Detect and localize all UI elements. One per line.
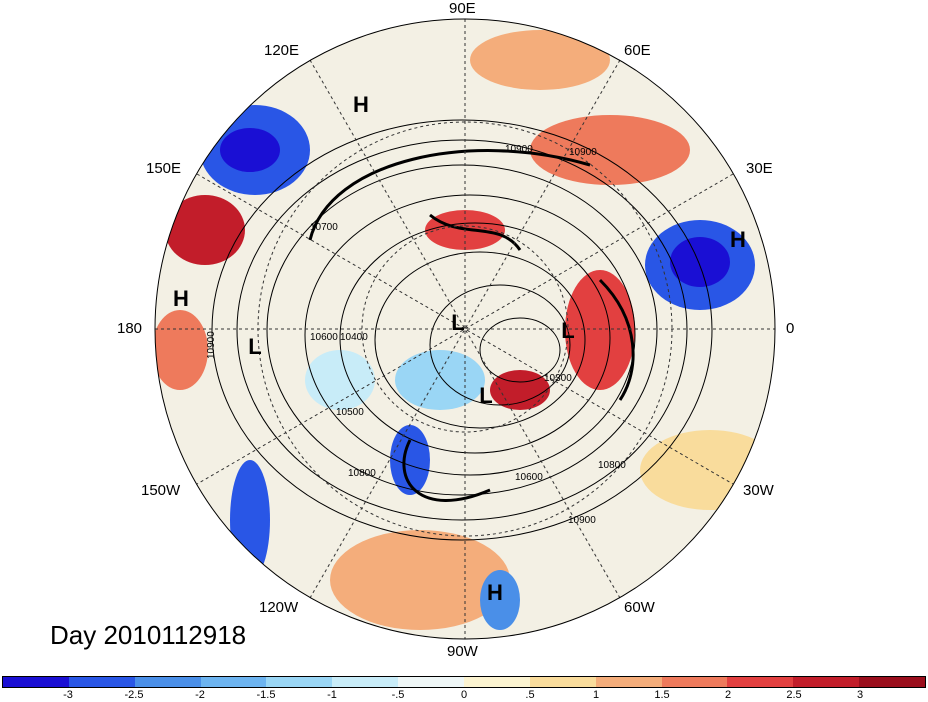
colorbar-segment — [68, 677, 135, 687]
high-pressure-marker: H — [730, 227, 746, 252]
colorbar-tick-label: .5 — [525, 689, 535, 701]
colorbar-segment — [200, 677, 267, 687]
contour-label: 10600 — [515, 472, 543, 483]
colorbar-tick-label: -2 — [195, 689, 205, 701]
contour-label: 10500 — [336, 407, 364, 418]
colorbar-segment — [595, 677, 662, 687]
lon-label: 30E — [746, 160, 773, 177]
jet-streaks — [308, 149, 635, 502]
anomaly-blob — [220, 128, 280, 172]
contour-label: 10300 — [544, 373, 572, 384]
lon-label: 150E — [146, 160, 182, 177]
contour-label: 10900 — [568, 515, 596, 526]
anomaly-blob — [565, 270, 635, 390]
polar-map: 10900 10900 10900 10900 10800 10800 1070… — [154, 18, 776, 640]
colorbar-segment — [727, 677, 794, 687]
colorbar-tick-label: -.5 — [391, 689, 405, 701]
anomaly-field — [155, 19, 775, 639]
lon-label: 0 — [786, 320, 795, 337]
colorbar-segment — [134, 677, 201, 687]
map-boundary — [154, 18, 776, 640]
contour-label: 10900 — [206, 331, 217, 359]
colorbar-tick-label: -1 — [327, 689, 337, 701]
contour-labels: 10900 10900 10900 10900 10800 10800 1070… — [206, 144, 626, 526]
graticule — [155, 19, 775, 639]
lon-label: 90W — [447, 643, 478, 660]
lon-label: 180 — [117, 320, 143, 337]
colorbar-segment — [332, 677, 399, 687]
anomaly-blob — [230, 460, 270, 580]
contour-label: 10900 — [505, 144, 533, 155]
lon-label: 60E — [624, 42, 651, 59]
colorbar-segment — [859, 677, 926, 687]
colorbar-tick-label: -3 — [63, 689, 73, 701]
colorbar-segment — [661, 677, 728, 687]
anomaly-blob — [480, 570, 520, 630]
pressure-centers: H H H H L L L L — [173, 92, 746, 605]
anomaly-blob — [670, 237, 730, 287]
lon-label: 60W — [624, 599, 655, 616]
colorbar-segment — [529, 677, 596, 687]
colorbar-tick-label: -2.5 — [124, 689, 144, 701]
lon-label: 150W — [141, 482, 181, 499]
colorbar-tick-label: 1.5 — [654, 689, 670, 701]
contour-label: 10700 — [310, 222, 338, 233]
anomaly-blob — [530, 115, 690, 185]
contour-label: 10800 — [598, 460, 626, 471]
high-pressure-marker: H — [487, 580, 503, 605]
contour-label: 10400 — [340, 332, 368, 343]
anomaly-blob — [155, 310, 208, 390]
lon-label: 120W — [259, 599, 299, 616]
colorbar-segment — [464, 677, 530, 687]
colorbar-tick-label: -1.5 — [256, 689, 276, 701]
colorbar-segment — [793, 677, 860, 687]
colorbar-tick-label: 2.5 — [786, 689, 802, 701]
low-pressure-marker: L — [451, 310, 464, 335]
lon-label: 30W — [743, 482, 774, 499]
colorbar-segment — [3, 677, 69, 687]
colorbar-tick-label: 3 — [856, 689, 864, 701]
colorbar-tick-label: 1 — [592, 689, 600, 701]
contour-label: 10800 — [348, 468, 376, 479]
anomaly-blob — [490, 370, 550, 410]
low-pressure-marker: L — [248, 334, 261, 359]
high-pressure-marker: H — [173, 286, 189, 311]
contour-label: 10900 — [569, 147, 597, 158]
low-pressure-marker: L — [479, 383, 492, 408]
colorbar-segment — [398, 677, 465, 687]
high-pressure-marker: H — [353, 92, 369, 117]
height-contours — [211, 119, 713, 541]
day-label: Day 2010112918 — [50, 620, 247, 650]
lon-label: 120E — [264, 42, 300, 59]
anomaly-blob — [395, 350, 485, 410]
anomaly-blob — [305, 350, 375, 410]
low-pressure-marker: L — [561, 318, 574, 343]
anomaly-blob — [470, 30, 610, 90]
colorbar-segment — [266, 677, 333, 687]
anomaly-blob — [165, 195, 245, 265]
colorbar-tick-label: 0 — [460, 689, 468, 701]
colorbar-tick-label: 2 — [724, 689, 732, 701]
contour-label: 10600 — [310, 332, 338, 343]
colorbar — [2, 676, 926, 688]
lon-label: 90E — [449, 0, 476, 17]
